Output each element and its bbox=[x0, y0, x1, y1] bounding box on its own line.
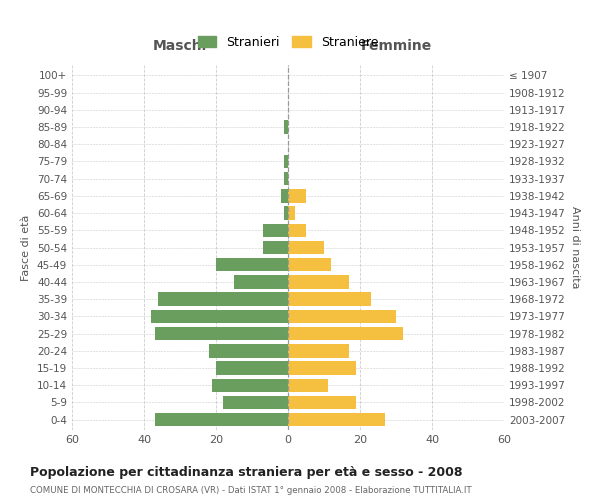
Bar bbox=[284, 120, 288, 134]
Bar bbox=[212, 378, 288, 392]
Bar bbox=[223, 396, 288, 409]
Bar bbox=[288, 206, 295, 220]
Bar bbox=[288, 396, 356, 409]
Bar bbox=[216, 362, 288, 374]
Bar bbox=[288, 344, 349, 358]
Bar bbox=[151, 310, 288, 323]
Text: COMUNE DI MONTECCHIA DI CROSARA (VR) - Dati ISTAT 1° gennaio 2008 - Elaborazione: COMUNE DI MONTECCHIA DI CROSARA (VR) - D… bbox=[30, 486, 472, 495]
Y-axis label: Fasce di età: Fasce di età bbox=[22, 214, 31, 280]
Bar bbox=[281, 189, 288, 202]
Bar bbox=[284, 172, 288, 186]
Bar bbox=[288, 292, 371, 306]
Y-axis label: Anni di nascita: Anni di nascita bbox=[569, 206, 580, 289]
Bar bbox=[209, 344, 288, 358]
Bar bbox=[155, 327, 288, 340]
Bar bbox=[288, 275, 349, 288]
Text: Femmine: Femmine bbox=[361, 39, 431, 53]
Text: Maschi: Maschi bbox=[153, 39, 207, 53]
Bar bbox=[288, 224, 306, 237]
Bar bbox=[263, 224, 288, 237]
Bar bbox=[288, 327, 403, 340]
Bar bbox=[288, 413, 385, 426]
Bar bbox=[288, 378, 328, 392]
Bar bbox=[263, 241, 288, 254]
Text: Popolazione per cittadinanza straniera per età e sesso - 2008: Popolazione per cittadinanza straniera p… bbox=[30, 466, 463, 479]
Bar bbox=[234, 275, 288, 288]
Bar bbox=[158, 292, 288, 306]
Bar bbox=[288, 310, 396, 323]
Bar bbox=[288, 241, 324, 254]
Bar bbox=[288, 362, 356, 374]
Bar bbox=[288, 189, 306, 202]
Bar bbox=[284, 154, 288, 168]
Bar bbox=[288, 258, 331, 272]
Bar bbox=[284, 206, 288, 220]
Bar bbox=[216, 258, 288, 272]
Bar bbox=[155, 413, 288, 426]
Legend: Stranieri, Straniere: Stranieri, Straniere bbox=[193, 31, 383, 54]
